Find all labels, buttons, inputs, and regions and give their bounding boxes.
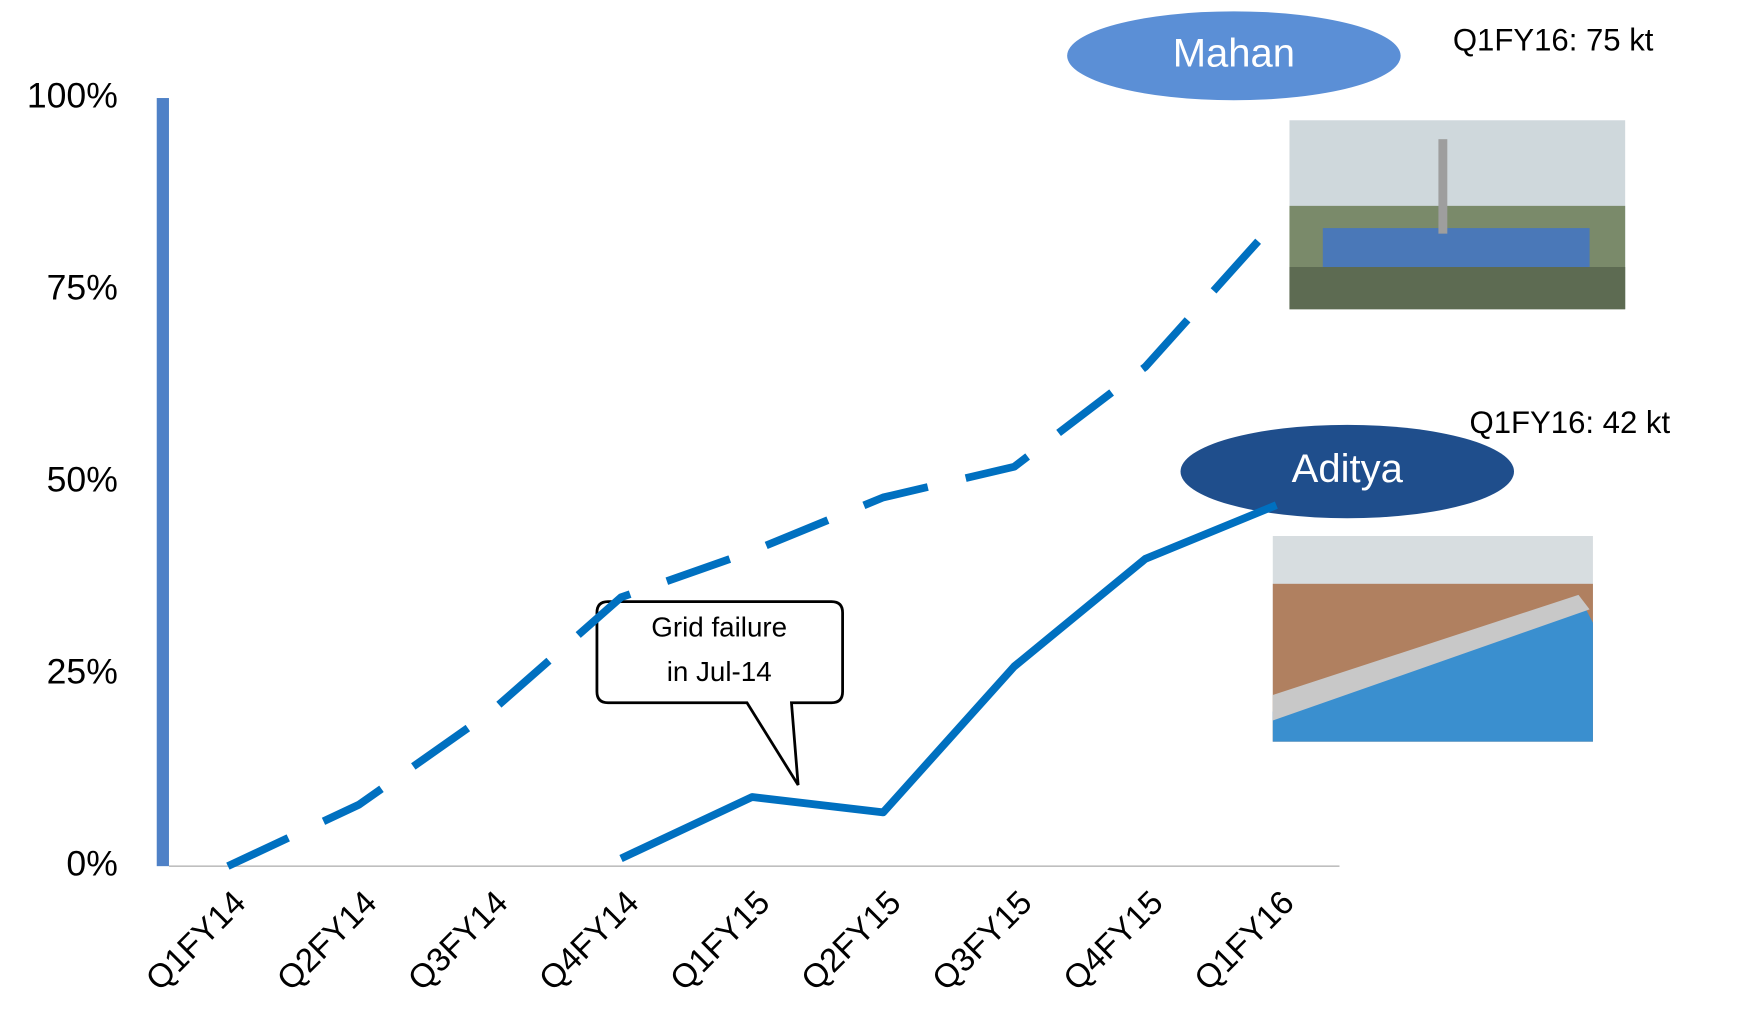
x-tick-label: Q4FY15 [1057, 884, 1171, 998]
callout-text: in Jul-14 [667, 656, 772, 687]
mahan-photo [1289, 120, 1626, 310]
series-line [619, 501, 1278, 862]
x-tick-label: Q1FY14 [139, 884, 253, 998]
series-line [226, 218, 1280, 870]
y-tick-label: 0% [66, 844, 117, 884]
series-note: Q1FY16: 42 kt [1470, 405, 1671, 440]
x-tick-label: Q4FY14 [532, 884, 646, 998]
callout-text: Grid failure [651, 612, 787, 643]
y-tick-label: 50% [47, 459, 118, 499]
x-tick-label: Q1FY16 [1188, 884, 1302, 998]
callout-box [595, 600, 844, 786]
x-tick-label: Q3FY15 [926, 884, 1040, 998]
series-note: Q1FY16: 75 kt [1453, 23, 1654, 58]
x-tick-label: Q2FY15 [794, 884, 908, 998]
y-tick-label: 100% [27, 75, 118, 115]
legend-label: Mahan [1173, 31, 1295, 75]
y-axis [156, 98, 169, 867]
aditya-photo [1272, 536, 1593, 742]
y-tick-label: 75% [47, 267, 118, 307]
legend-badge [1180, 424, 1515, 519]
legend-label: Aditya [1292, 447, 1404, 491]
legend-badge [1067, 11, 1401, 101]
x-tick-label: Q2FY14 [270, 884, 384, 998]
x-tick-label: Q3FY14 [401, 884, 515, 998]
y-tick-label: 25% [47, 652, 118, 692]
x-tick-label: Q1FY15 [663, 884, 777, 998]
